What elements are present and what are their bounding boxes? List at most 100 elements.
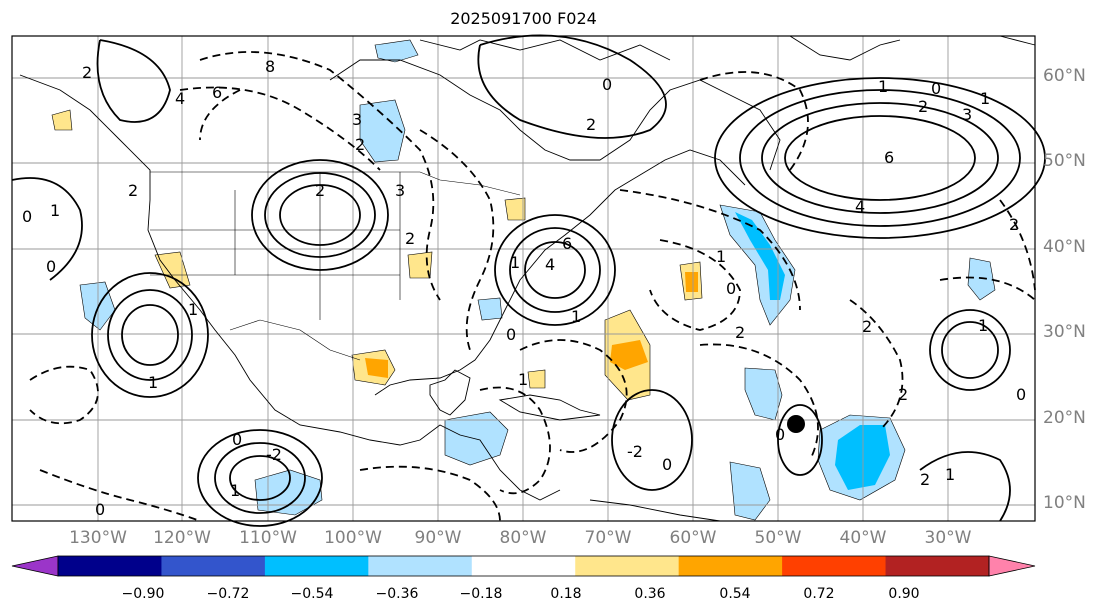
colorbar	[11, 555, 1036, 577]
anomaly-shading	[51, 39, 996, 521]
contour-label: 2	[920, 470, 930, 489]
contour-label: 2	[128, 181, 138, 200]
colorbar-tick-label: −0.18	[459, 586, 503, 602]
contour-label: 1	[148, 373, 158, 392]
lon-label: 90°W	[414, 528, 462, 548]
contour-label: 1	[50, 201, 60, 220]
lon-label: 30°W	[924, 528, 972, 548]
contour-label: 2	[586, 115, 596, 134]
lat-label: 60°N	[1043, 66, 1086, 86]
lon-label: 60°W	[669, 528, 717, 548]
contour-label: 0	[775, 425, 785, 444]
lat-label: 20°N	[1043, 408, 1086, 428]
contour-label: 6	[884, 148, 894, 167]
contour-label: 1	[571, 307, 581, 326]
contour-label: 6	[212, 83, 222, 102]
shade-cyan	[735, 212, 785, 300]
shade-blue	[374, 39, 419, 63]
contour-label: 1	[980, 89, 990, 108]
contour-label: 2	[862, 317, 872, 336]
shade-yellow	[154, 251, 191, 289]
lon-label: 110°W	[239, 528, 297, 548]
contour-label: 2	[1009, 215, 1019, 234]
contour-label: 0	[602, 75, 612, 94]
shade-blue	[477, 297, 503, 321]
contour-label: 0	[22, 207, 32, 226]
shade-orange	[610, 340, 648, 370]
lon-label: 80°W	[499, 528, 547, 548]
contour-label: 6	[562, 234, 572, 253]
colorbar-outline	[57, 555, 990, 577]
contour-label: 0	[232, 430, 242, 449]
contour-label: 2	[315, 181, 325, 200]
borders	[150, 171, 521, 361]
contour-label: -2	[627, 442, 643, 461]
lon-label: 100°W	[324, 528, 382, 548]
contour-label: 0	[1016, 385, 1026, 404]
lat-label: 10°N	[1043, 493, 1086, 513]
shade-blue	[729, 461, 771, 521]
lon-label: 120°W	[153, 528, 211, 548]
colorbar-segment	[471, 556, 576, 576]
colorbar-tick-label: −0.90	[121, 586, 165, 602]
contour-label: 2	[898, 385, 908, 404]
lat-label: 50°N	[1043, 151, 1086, 171]
contour-label: 0	[46, 257, 56, 276]
contour-label: 0	[506, 325, 516, 344]
contour-label: 1	[518, 370, 528, 389]
lon-label: 50°W	[754, 528, 802, 548]
lat-label: 30°N	[1043, 322, 1086, 342]
colorbar-extend-high	[988, 555, 1036, 577]
colorbar-tick-label: 0.36	[634, 586, 666, 602]
shade-blue	[254, 469, 323, 516]
colorbar-segment	[678, 556, 783, 576]
contour-label: 1	[878, 77, 888, 96]
map-title: 2025091700 F024	[450, 9, 597, 28]
colorbar-tick-label: 0.72	[803, 586, 835, 602]
contour-label: 2	[405, 229, 415, 248]
contours-dashed	[29, 51, 1036, 522]
contour-label: 0	[95, 500, 105, 519]
contour-label: 3	[962, 105, 972, 124]
colorbar-segment	[264, 556, 369, 576]
shade-blue	[359, 99, 406, 163]
contours	[11, 34, 1046, 527]
contour-label: 2	[82, 63, 92, 82]
shade-orange	[685, 272, 698, 292]
coastlines	[19, 35, 1036, 522]
colorbar-segment	[575, 556, 680, 576]
lon-label: 70°W	[584, 528, 632, 548]
contour-label: 4	[545, 255, 555, 274]
shade-yellow	[51, 109, 73, 131]
colorbar-tick-label: −0.72	[206, 586, 250, 602]
shade-blue	[744, 367, 783, 421]
colorbar-tick-label: 0.54	[719, 586, 751, 602]
colorbar-segment	[782, 556, 887, 576]
colorbar-segment	[161, 556, 266, 576]
contour-label: 1	[510, 253, 520, 272]
shade-yellow	[504, 197, 526, 221]
colorbar-segment	[58, 556, 162, 576]
contour-label: 0	[931, 79, 941, 98]
contour-label: 1	[188, 300, 198, 319]
contour-label: -2	[266, 445, 282, 464]
colorbar-extend-low	[11, 555, 59, 577]
colorbar-segment	[885, 556, 990, 576]
contour-label: 3	[352, 110, 362, 129]
contour-label-group: 8 6 4 2 3 2 2 3 0 1 2 6 4 2 1 0 3 2 0 1 …	[22, 57, 1026, 519]
contour-label: 4	[855, 197, 865, 216]
shade-blue	[444, 411, 509, 466]
colorbar-tick-label: 0.18	[550, 586, 582, 602]
lon-label: 130°W	[69, 528, 127, 548]
contour-label: 4	[175, 89, 185, 108]
storm-center-marker	[787, 415, 805, 433]
contour-label: 2	[735, 323, 745, 342]
shade-yellow	[527, 369, 546, 389]
lon-label: 40°W	[839, 528, 887, 548]
colorbar-segment	[368, 556, 473, 576]
contour-label: 0	[726, 279, 736, 298]
lat-label: 40°N	[1043, 237, 1086, 257]
contour-label: 2	[918, 97, 928, 116]
contour-label: 8	[265, 57, 275, 76]
